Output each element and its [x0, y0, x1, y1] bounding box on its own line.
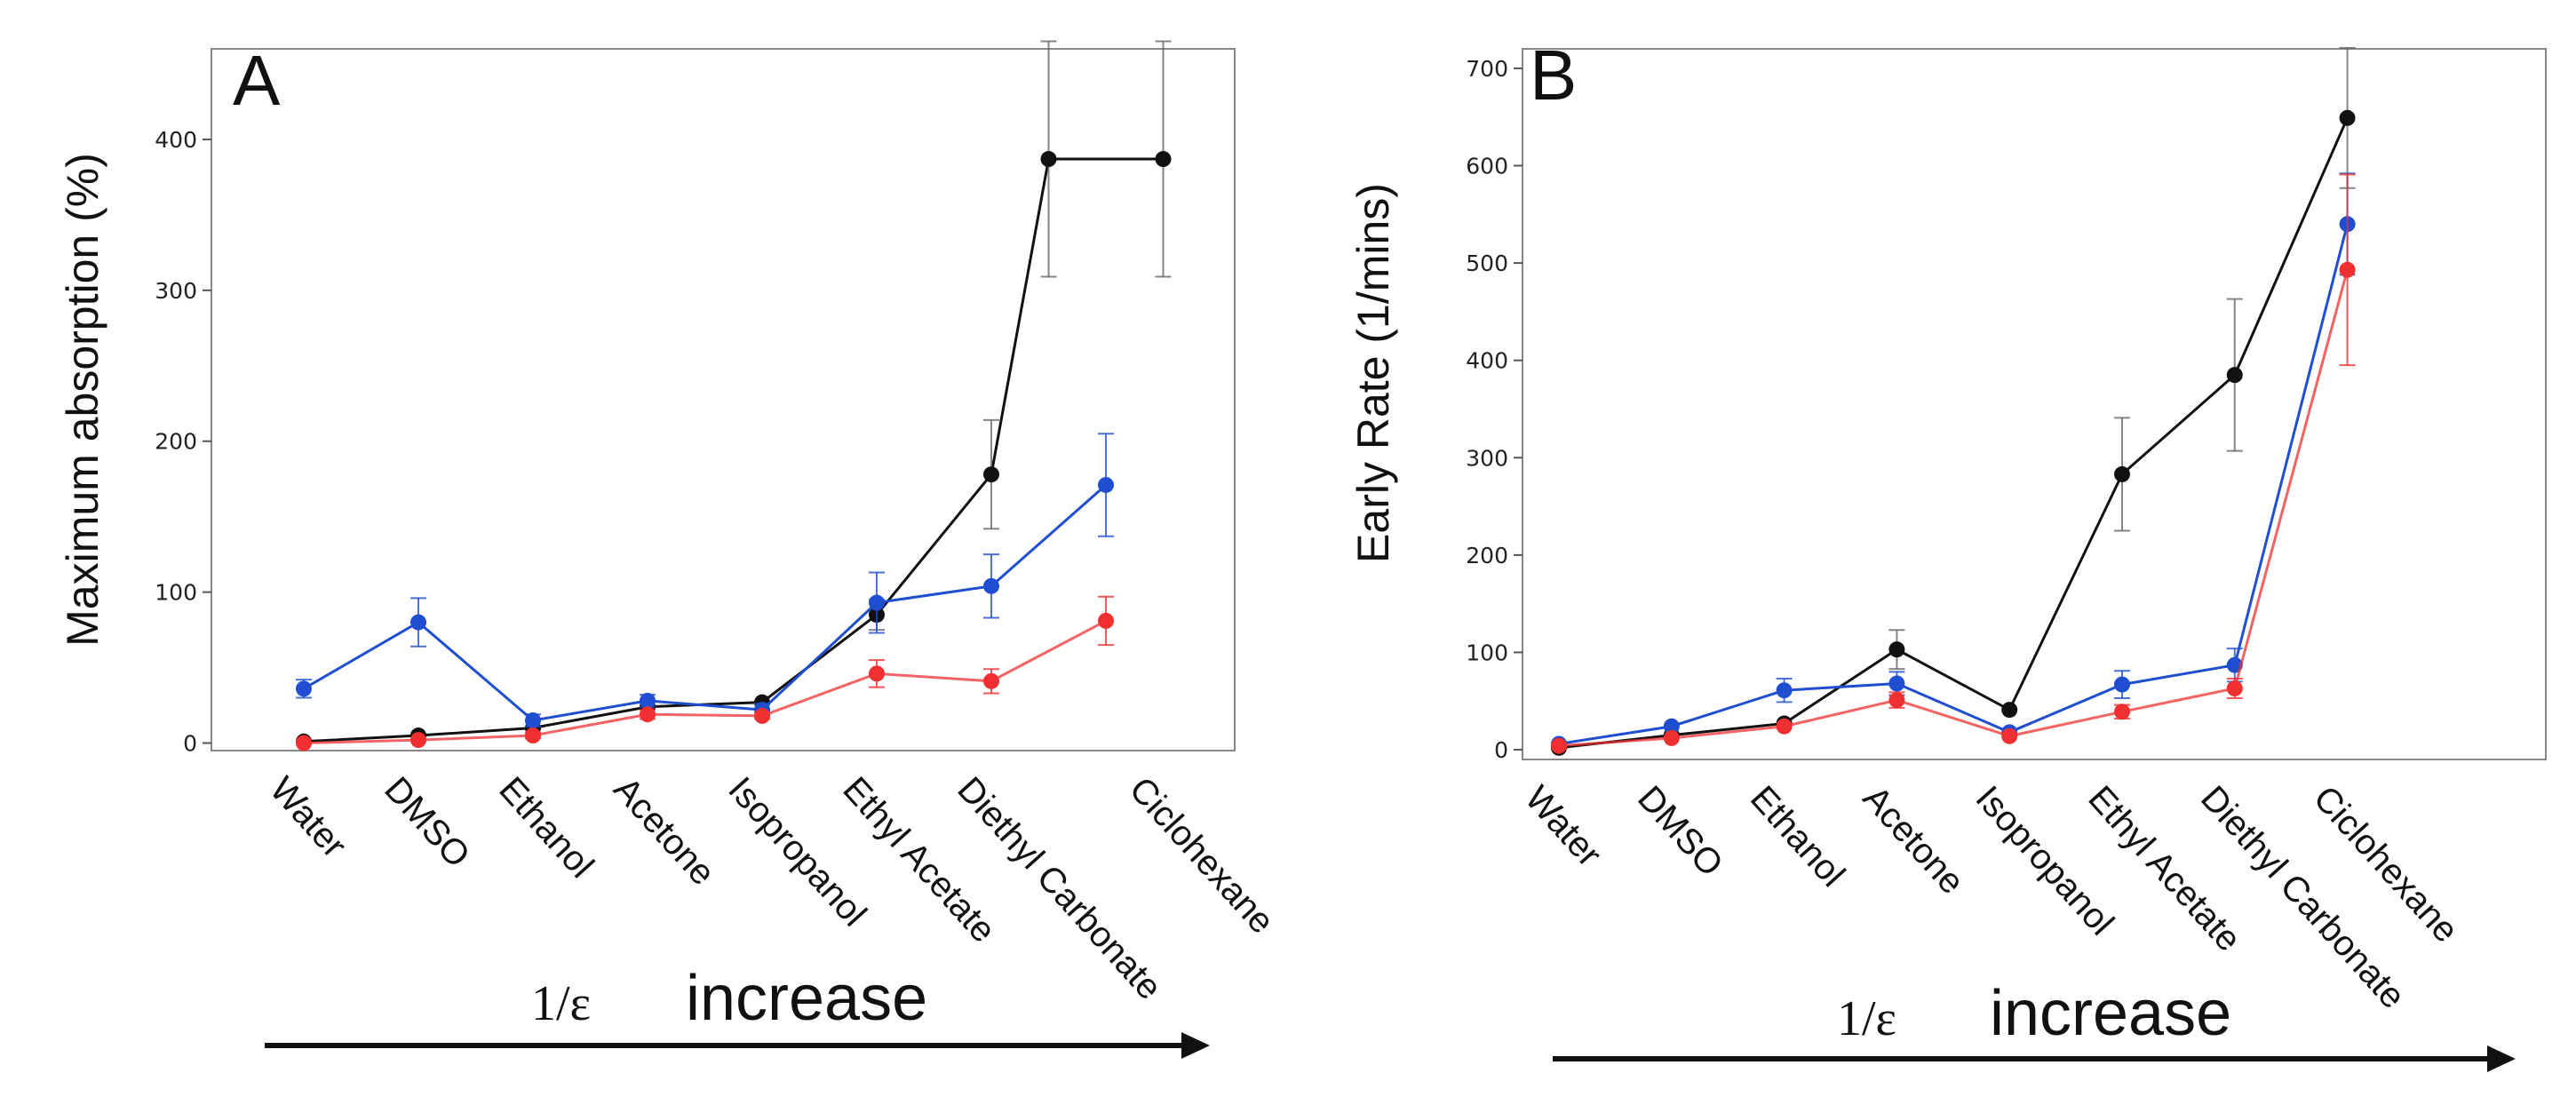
category-label: Water: [262, 770, 354, 866]
panel-a-series: [296, 40, 1172, 751]
y-tick-label: 0: [183, 731, 197, 757]
panel-b-plot-frame: [1522, 48, 2547, 760]
panel-b-arrow-symbol: 1/ε: [1837, 991, 1896, 1046]
data-point-blue: [1098, 476, 1114, 493]
data-point-blue: [640, 692, 656, 709]
category-label: Acetone: [1856, 779, 1972, 902]
data-point-red: [1888, 692, 1905, 709]
panel-b-y-axis-label: Early Rate (1/mins): [1348, 183, 1398, 563]
data-point-blue: [1888, 675, 1905, 692]
series-line-red: [1558, 269, 2349, 748]
panel-a-arrow-head: [1181, 1032, 1210, 1059]
data-point-red: [296, 735, 312, 751]
panel-a-y-ticks: 0 100 200 300 400: [155, 127, 211, 757]
panel-a-label: A: [233, 41, 281, 120]
data-point-blue: [410, 614, 426, 631]
panel-a-arrow-symbol: 1/ε: [531, 976, 591, 1031]
data-point-red: [410, 732, 426, 749]
series-line-black: [303, 157, 1164, 743]
data-point-blue: [525, 712, 541, 729]
data-point-black: [1155, 151, 1172, 168]
panel-b-arrow-head: [2487, 1045, 2516, 1072]
category-label: Ciclohexane: [1122, 770, 1282, 942]
data-point-blue: [1663, 718, 1680, 735]
y-tick-label: 400: [1466, 348, 1508, 374]
data-point-black: [2226, 367, 2243, 384]
data-point-red: [754, 707, 770, 724]
data-point-red: [640, 706, 656, 723]
category-label: Water: [1517, 779, 1609, 875]
data-point-red: [2001, 727, 2018, 744]
panel-a-y-axis-label: Maximum absorption (%): [58, 153, 107, 647]
data-point-blue: [296, 680, 312, 697]
data-point-blue: [1776, 682, 1793, 699]
category-label: DMSO: [377, 770, 477, 876]
data-point-red: [1098, 612, 1114, 629]
data-point-black: [983, 466, 999, 483]
data-point-blue: [2114, 676, 2130, 693]
data-point-black: [2001, 702, 2018, 719]
data-point-black: [1888, 641, 1905, 658]
y-tick-label: 600: [1466, 154, 1508, 179]
data-point-red: [1663, 729, 1680, 746]
data-point-red: [2226, 680, 2243, 696]
y-tick-label: 200: [155, 429, 197, 455]
panel-a-plot-frame: [211, 48, 1236, 751]
panel-b-y-ticks: 0 100 200 300 400 500 600 700: [1466, 56, 1523, 763]
panel-b-label: B: [1530, 36, 1577, 115]
y-tick-label: 0: [1494, 737, 1508, 763]
series-line-blue: [303, 483, 1107, 722]
panel-a-arrow: 1/ε increase: [265, 963, 1210, 1059]
data-point-black: [2339, 109, 2356, 126]
data-point-red: [1776, 718, 1793, 735]
panel-a-arrow-text: increase: [686, 963, 927, 1034]
data-point-black: [2114, 465, 2130, 482]
data-point-black: [1040, 151, 1057, 168]
data-point-red: [2339, 261, 2356, 278]
y-tick-label: 500: [1466, 250, 1508, 276]
panel-b-arrow: 1/ε increase: [1553, 978, 2516, 1072]
y-tick-label: 100: [155, 580, 197, 606]
y-tick-label: 100: [1466, 640, 1508, 665]
category-label: Acetone: [606, 770, 722, 894]
data-point-red: [983, 672, 999, 689]
y-tick-label: 400: [155, 127, 197, 153]
panel-b: 0 100 200 300 400 500 600 700 Water DMSO Ethanol A…: [1348, 36, 2547, 1072]
y-tick-label: 300: [1466, 445, 1508, 471]
category-label: Ethanol: [491, 770, 600, 886]
series-line-blue: [1558, 223, 2349, 745]
data-point-red: [2114, 704, 2130, 720]
data-point-blue: [869, 594, 885, 611]
data-point-red: [869, 665, 885, 682]
panel-b-series: [1551, 46, 2356, 756]
category-label: DMSO: [1630, 779, 1730, 885]
series-line-red: [303, 619, 1107, 745]
panel-b-arrow-text: increase: [1990, 978, 2231, 1049]
data-point-red: [1551, 737, 1567, 754]
series-line-black: [1558, 117, 2349, 750]
y-tick-label: 700: [1466, 56, 1508, 82]
data-point-red: [525, 727, 541, 744]
data-point-blue: [983, 577, 999, 594]
y-tick-label: 300: [155, 278, 197, 304]
category-label: Ethanol: [1743, 779, 1852, 894]
y-tick-label: 200: [1466, 543, 1508, 568]
